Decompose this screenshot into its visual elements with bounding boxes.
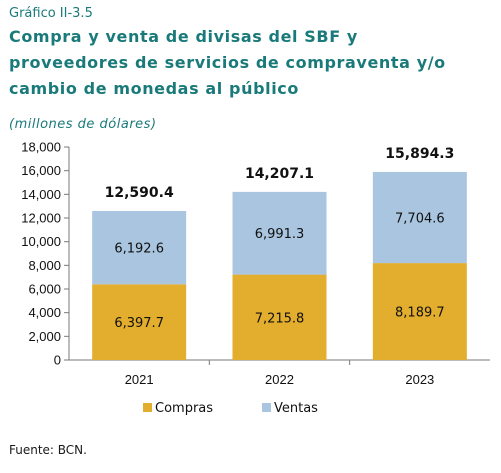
y-tick-label: 18,000 xyxy=(21,140,61,155)
chart-title: Compra y venta de divisas del SBF y prov… xyxy=(9,27,446,98)
bar-ventas-2022 xyxy=(232,191,327,275)
data-label-ventas-2023: 7,704.6 xyxy=(395,212,445,227)
data-label-ventas-2021: 6,192.6 xyxy=(114,242,164,257)
x-tick-label: 2022 xyxy=(265,372,294,387)
legend-swatch-ventas xyxy=(262,403,271,412)
y-tick-label: 4,000 xyxy=(28,305,61,320)
bar-compras-2021 xyxy=(92,284,187,360)
y-tick-label: 12,000 xyxy=(21,211,61,226)
x-tick-label: 2023 xyxy=(405,372,434,387)
y-tick-label: 2,000 xyxy=(28,329,61,344)
y-tick-label: 0 xyxy=(54,353,61,368)
y-tick-label: 16,000 xyxy=(21,163,61,178)
bar-compras-2023 xyxy=(372,263,467,360)
y-tick-label: 14,000 xyxy=(21,187,61,202)
legend-label-ventas: Ventas xyxy=(274,401,318,416)
bar-ventas-2021 xyxy=(92,211,187,285)
x-tick-label: 2021 xyxy=(125,372,154,387)
data-label-compras-2021: 6,397.7 xyxy=(114,316,164,331)
bar-ventas-2023 xyxy=(372,171,467,264)
chart-caption: Gráfico II-3.5 xyxy=(9,6,93,21)
chart-source: Fuente: BCN. xyxy=(9,443,87,457)
legend-label-compras: Compras xyxy=(155,401,213,416)
data-label-ventas-2022: 6,991.3 xyxy=(255,227,305,242)
y-tick-label: 6,000 xyxy=(28,282,61,297)
total-label-2023: 15,894.3 xyxy=(385,146,454,162)
y-tick-label: 10,000 xyxy=(21,234,61,249)
y-tick-label: 8,000 xyxy=(28,258,61,273)
data-label-compras-2023: 8,189.7 xyxy=(395,306,445,321)
total-label-2022: 14,207.1 xyxy=(245,166,314,182)
bar-compras-2022 xyxy=(232,274,327,360)
data-label-compras-2022: 7,215.8 xyxy=(255,311,305,326)
legend-swatch-compras xyxy=(143,403,152,412)
chart-units: (millones de dólares) xyxy=(9,117,157,132)
total-label-2021: 12,590.4 xyxy=(105,185,174,201)
